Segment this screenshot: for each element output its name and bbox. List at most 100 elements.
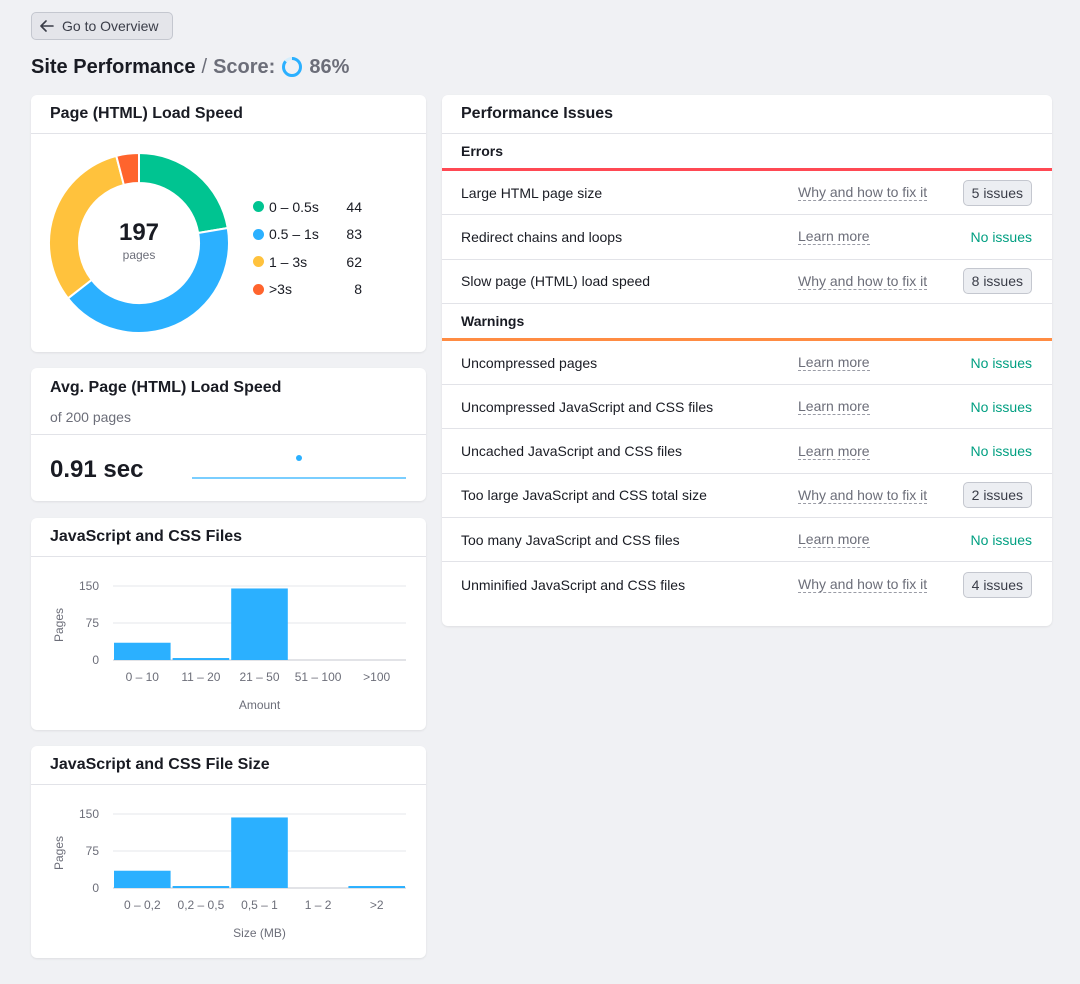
avg-load-speed-title: Avg. Page (HTML) Load Speed (50, 379, 282, 396)
legend-value: 44 (346, 198, 362, 215)
learn-more-link[interactable]: Learn more (798, 398, 870, 416)
issues-count-button[interactable]: 2 issues (962, 482, 1032, 509)
y-tick-label: 75 (86, 844, 100, 858)
warnings-header: Warnings (442, 304, 1052, 341)
bar[interactable] (114, 870, 171, 888)
issue-row: Uncompressed pages Learn more No issues (442, 341, 1052, 386)
x-tick-label: >100 (363, 670, 390, 684)
load-speed-title: Page (HTML) Load Speed (31, 95, 426, 134)
legend-item[interactable]: 0 – 0.5s 44 (253, 193, 362, 221)
score-ring-icon (282, 57, 303, 77)
why-how-fix-link[interactable]: Why and how to fix it (798, 184, 928, 202)
performance-issues-title: Performance Issues (442, 95, 1052, 134)
js-css-files-title: JavaScript and CSS Files (31, 518, 426, 557)
why-how-fix-link[interactable]: Why and how to fix it (798, 272, 928, 290)
title-separator: / (201, 55, 208, 78)
js-css-files-chart: 0 75 150 0 – 10 11 – 20 21 – 50 51 – 100 >100 Am… (52, 579, 406, 712)
x-tick-label: 0,2 – 0,5 (178, 898, 225, 912)
load-speed-donut (48, 151, 230, 334)
errors-header: Errors (442, 134, 1052, 171)
x-axis-label: Amount (239, 698, 281, 712)
bar[interactable] (348, 886, 405, 888)
x-tick-label: 0 – 0,2 (124, 898, 161, 912)
issue-name: Unminified JavaScript and CSS files (461, 576, 686, 593)
legend-value: 83 (346, 226, 362, 243)
x-tick-label: >2 (370, 898, 384, 912)
issue-row: Large HTML page size Why and how to fix i… (442, 171, 1052, 216)
donut-slice[interactable] (115, 151, 140, 187)
issue-name: Slow page (HTML) load speed (461, 273, 651, 290)
issue-name: Uncached JavaScript and CSS files (461, 443, 682, 460)
issues-count-button[interactable]: 5 issues (962, 179, 1032, 206)
bar[interactable] (231, 588, 288, 660)
issues-count-button[interactable]: 8 issues (962, 268, 1032, 295)
issue-name: Too large JavaScript and CSS total size (461, 487, 707, 504)
legend-dot (253, 201, 264, 213)
bar[interactable] (231, 817, 288, 888)
y-tick-label: 75 (86, 616, 100, 630)
y-tick-label: 150 (79, 579, 99, 593)
x-tick-label: 11 – 20 (181, 670, 220, 684)
learn-more-link[interactable]: Learn more (798, 354, 870, 372)
legend-label: 0 – 0.5s (269, 198, 319, 215)
no-issues-status: No issues (970, 398, 1032, 415)
donut-slice[interactable] (66, 226, 230, 334)
avg-load-speed-subtitle: of 200 pages (50, 409, 131, 425)
learn-more-link[interactable]: Learn more (798, 228, 870, 246)
issue-row: Redirect chains and loops Learn more No is… (442, 215, 1052, 260)
go-to-overview-button[interactable]: Go to Overview (31, 12, 173, 40)
performance-issues-card: Performance Issues Errors Large HTML pag… (442, 95, 1052, 626)
avg-load-speed-card: Avg. Page (HTML) Load Speed of 200 pages… (31, 368, 426, 501)
issue-row: Unminified JavaScript and CSS files Why a… (442, 562, 1052, 606)
no-issues-status: No issues (970, 443, 1032, 460)
go-to-overview-label: Go to Overview (62, 18, 159, 34)
legend-label: >3s (269, 281, 292, 298)
page-title: Site Performance / Score: 86% (31, 54, 349, 80)
legend-value: 8 (354, 281, 362, 298)
y-axis-label: Pages (52, 836, 66, 870)
arrow-left-icon (40, 20, 54, 32)
legend-item[interactable]: 0.5 – 1s 83 (253, 221, 362, 249)
legend-label: 0.5 – 1s (269, 226, 319, 243)
js-css-size-title: JavaScript and CSS File Size (31, 746, 426, 785)
y-tick-label: 0 (92, 653, 99, 667)
divider (31, 434, 426, 435)
legend-dot (253, 283, 264, 295)
donut-center: 197 pages (95, 219, 183, 262)
y-tick-label: 0 (92, 881, 99, 895)
issue-name: Large HTML page size (461, 184, 603, 201)
legend-label: 1 – 3s (269, 253, 308, 270)
avg-load-speed-value: 0.91 sec (50, 456, 144, 483)
no-issues-status: No issues (970, 228, 1032, 245)
no-issues-status: No issues (970, 531, 1032, 548)
x-tick-label: 0,5 – 1 (241, 898, 278, 912)
legend-dot (253, 256, 264, 268)
issue-row: Too large JavaScript and CSS total size W… (442, 474, 1052, 519)
js-css-size-chart: 0 75 150 0 – 0,2 0,2 – 0,5 0,5 – 1 1 – 2 >2 Size… (52, 807, 406, 940)
learn-more-link[interactable]: Learn more (798, 531, 870, 549)
legend-item[interactable]: >3s 8 (253, 276, 362, 304)
load-speed-legend: 0 – 0.5s 44 0.5 – 1s 83 1 – 3s 62 >3s 8 (253, 193, 362, 303)
score-value: 86% (309, 55, 350, 78)
why-how-fix-link[interactable]: Why and how to fix it (798, 576, 928, 594)
js-css-size-card: JavaScript and CSS File Size 0 75 150 0 – 0… (31, 746, 426, 958)
total-pages-label: pages (122, 248, 156, 262)
issues-count-button[interactable]: 4 issues (962, 571, 1032, 598)
x-tick-label: 21 – 50 (239, 670, 279, 684)
load-speed-card: Page (HTML) Load Speed 197 pages 0 – 0.5… (31, 95, 426, 352)
score-label: Score: (213, 55, 276, 78)
sparkline-point (296, 455, 302, 461)
bar[interactable] (172, 658, 230, 660)
y-tick-label: 150 (79, 807, 99, 821)
warnings-list: Uncompressed pages Learn more No issues Unc… (442, 341, 1052, 607)
learn-more-link[interactable]: Learn more (798, 442, 870, 460)
bar[interactable] (114, 642, 171, 660)
js-css-files-card: JavaScript and CSS Files 0 75 150 0 – 10 11 … (31, 518, 426, 730)
issue-name: Too many JavaScript and CSS files (461, 531, 680, 548)
legend-item[interactable]: 1 – 3s 62 (253, 248, 362, 276)
x-axis-label: Size (MB) (233, 926, 286, 940)
why-how-fix-link[interactable]: Why and how to fix it (798, 486, 928, 504)
bar[interactable] (172, 886, 230, 888)
legend-dot (253, 228, 264, 240)
issue-row: Uncompressed JavaScript and CSS files Lea… (442, 385, 1052, 430)
